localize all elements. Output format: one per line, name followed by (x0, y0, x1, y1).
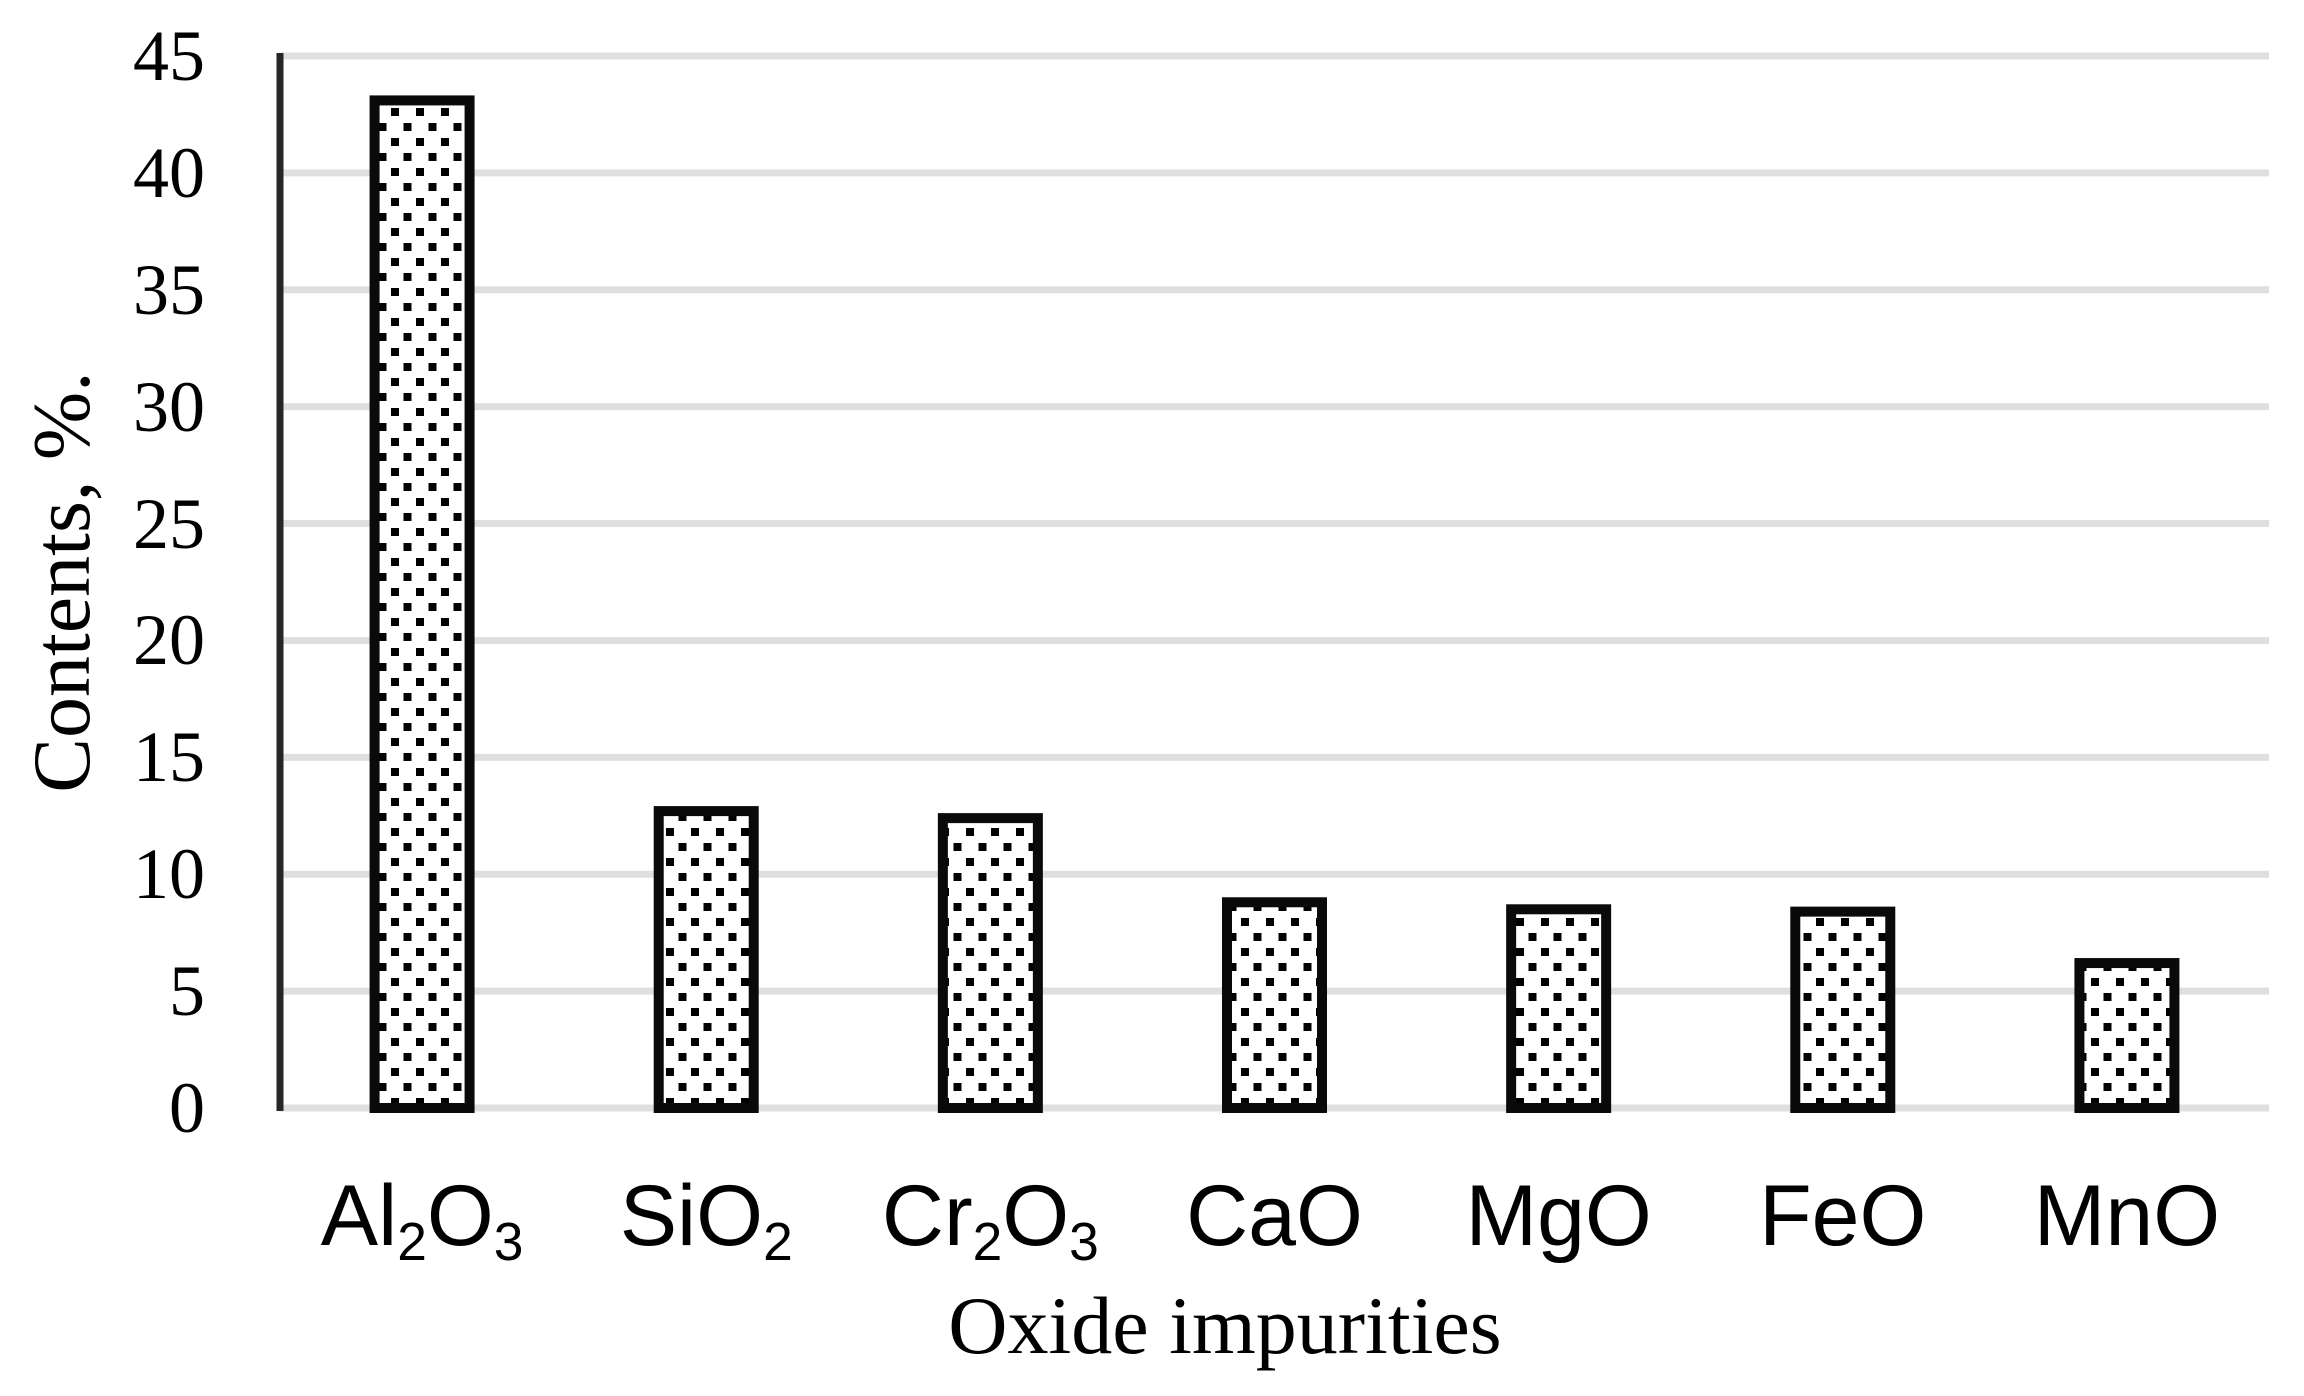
y-tick-label-45: 45 (133, 16, 205, 96)
y-tick-label-35: 35 (133, 249, 205, 330)
y-tick-label-30: 30 (133, 366, 205, 447)
y-axis-title: Contents, %. (16, 371, 107, 793)
bar-cao (1222, 897, 1327, 1114)
y-tick-label-10: 10 (133, 834, 205, 915)
x-category-label-cao: CaO (1186, 1168, 1363, 1264)
bar-mgo (1506, 904, 1612, 1113)
bar-feo (1790, 906, 1896, 1113)
x-category-label-sio2: SiO2 (619, 1168, 793, 1272)
y-tick-label-25: 25 (133, 483, 205, 564)
x-axis-title: Oxide impurities (948, 1280, 1502, 1371)
y-tick-label-5: 5 (169, 951, 205, 1032)
x-category-label-al2o3: Al2O3 (320, 1168, 524, 1272)
y-tick-label-0: 0 (169, 1068, 205, 1148)
bar-cr2o3 (937, 813, 1043, 1113)
x-category-label-cr2o3: Cr2O3 (881, 1168, 1099, 1272)
y-tick-label-20: 20 (133, 600, 205, 681)
bars (369, 95, 2180, 1114)
x-category-label-mgo: MgO (1465, 1168, 1652, 1264)
bar-sio2 (653, 806, 759, 1113)
bar-al2o3 (369, 95, 475, 1113)
y-tick-label-40: 40 (133, 132, 205, 213)
bar-mno (2074, 958, 2180, 1114)
y-tick-label-15: 15 (133, 717, 205, 798)
x-category-label-mno: MnO (2033, 1168, 2221, 1264)
gridlines (280, 52, 2269, 1112)
x-category-label-feo: FeO (1759, 1168, 1927, 1264)
